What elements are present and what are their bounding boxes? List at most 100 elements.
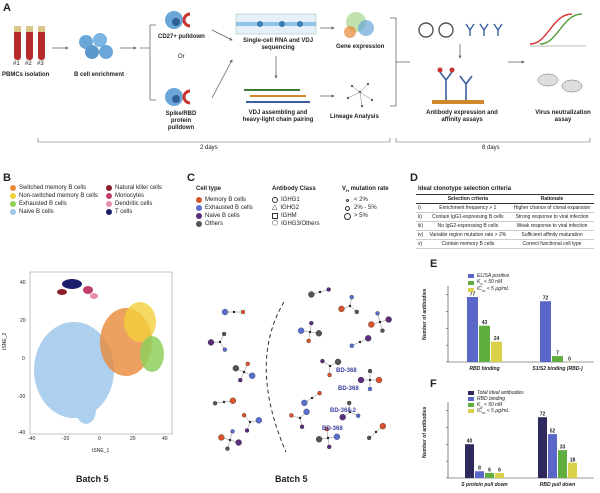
bar-value-label: 24 (494, 336, 500, 342)
legend-item: △ IGHG2 (272, 204, 300, 211)
tsne-cluster-naive (34, 322, 114, 424)
lineage-root-node (232, 310, 236, 314)
bd368-label: BD-368 (338, 386, 359, 392)
bar (475, 471, 484, 478)
panel-c-caption: Batch 5 (275, 474, 308, 484)
table-row: iii) No IgG2-expressing B cells Weak respo… (416, 221, 594, 231)
celltype-legend: Memory B cells Exhausted B cells Naive B… (196, 196, 253, 228)
lineage-node (379, 422, 386, 430)
step-gene-expression: Gene expression (336, 44, 385, 50)
lineage-node (299, 424, 305, 429)
panel-label-f: F (430, 378, 437, 390)
lineage-root-node (326, 436, 330, 440)
table-row: iv) Variable region mutation rate > 2% Suf… (416, 230, 594, 240)
lineage-node (240, 309, 246, 315)
mutation-rate-title: VH mutation rate (342, 186, 389, 194)
lineage-node (221, 331, 227, 337)
circle-small-icon (346, 198, 349, 202)
lineage-node (230, 429, 235, 434)
legend-item: Switched memory B cells (10, 184, 98, 192)
bar-value-label: 8 (478, 466, 481, 472)
lineage-root-node (218, 340, 222, 344)
lineage-node (308, 291, 315, 298)
lineage-root-node (328, 364, 332, 368)
bd368-2-label: BD-368-2 (330, 408, 357, 414)
tsne-xtick: 0 (98, 436, 101, 442)
b-cell-cluster-icon (79, 33, 113, 59)
legend-dot (10, 185, 16, 191)
lineage-node (367, 386, 373, 392)
step-lineage-analysis: Lineage Analysis (330, 114, 379, 120)
bar (558, 450, 567, 478)
timeline-8days-label: 8 days (482, 145, 500, 151)
legend-item: Non-switched memory B cells (10, 192, 98, 200)
step-pbmc-isolation: PBMCs isolation (2, 72, 50, 78)
lineage-node (368, 321, 375, 328)
lineage-node (244, 428, 250, 433)
bar-value-label: 52 (550, 429, 556, 435)
lineage-node (303, 408, 310, 415)
lineage-root-node (228, 438, 232, 442)
lineage-node (225, 446, 230, 451)
timeline-2days-bracket (37, 138, 391, 143)
lineage-node (385, 316, 392, 323)
lineage-node (354, 309, 359, 315)
legend-dot (10, 193, 16, 199)
chart-e-ylabel: Number of antibodies (422, 288, 428, 340)
lineage-node (255, 417, 262, 424)
tsne-ytick: 40 (20, 280, 26, 286)
legend-dot (10, 201, 16, 207)
step-spike-pulldown: Spike/RBD protein pulldown (165, 111, 197, 131)
lineage-node (357, 376, 365, 384)
bar (467, 296, 478, 362)
lineage-root-node (298, 416, 302, 420)
tsne-ytick: -20 (18, 394, 26, 400)
legend-item: Memory B cells (196, 196, 253, 204)
tsne-ytick: 0 (22, 356, 25, 362)
lineage-node (235, 439, 242, 446)
panel-b-legend-right: Natural killer cells Monocytes Dendritic… (106, 184, 162, 216)
legend-item: Natural killer cells (106, 184, 162, 192)
legend-dot (196, 213, 202, 219)
lineage-divider-line (265, 301, 287, 453)
lineage-root-node (374, 430, 378, 434)
cd27-cell-magnet-icon (165, 11, 191, 29)
tsne-ytick: -40 (18, 430, 26, 436)
tsne-cluster-non-switched-memory (124, 302, 156, 342)
lineage-node (289, 413, 294, 418)
legend-item: 2% - 5% (344, 204, 377, 212)
chart-e-legend: ELISA positive KD < 50 nM IC50 < 5 µg/mL (468, 272, 509, 293)
legend-dot (10, 209, 16, 215)
category-label: S protein pull down (461, 482, 507, 488)
tsne-xlabel: tSNE_1 (92, 448, 110, 454)
lineage-node (306, 338, 311, 344)
bar-value-label: 18 (570, 457, 576, 463)
table-row: i) Enrichment frequency > 1 Higher chance … (416, 203, 594, 213)
lineage-node (327, 444, 332, 450)
lineage-node (367, 368, 373, 374)
chart-f-legend: Total ideal antibodies RBD binding KD < … (468, 390, 524, 415)
column-header: Rationale (510, 194, 594, 204)
panel-label-c: C (187, 172, 195, 184)
timeline-8days-bracket (395, 138, 591, 143)
lineage-network (207, 287, 392, 453)
gene-expression-mini-tsne-icon (344, 12, 374, 38)
legend-dot (106, 209, 112, 215)
panel-label-a: A (3, 2, 11, 14)
lineage-node (349, 295, 354, 300)
vdj-assembly-icon (244, 89, 310, 103)
panel-label-d: D (410, 172, 418, 184)
step-virus-neutralization: Virus neutralization assay (535, 110, 591, 123)
panel-label-b: B (3, 172, 11, 184)
lineage-node (245, 361, 250, 366)
lineage-node (315, 330, 323, 337)
lineage-node (356, 413, 361, 418)
lineage-node (309, 320, 314, 326)
lineage-node (222, 347, 228, 352)
step-vdj-assembly: VDJ assembling and heavy-light chain pair… (242, 110, 314, 123)
bar (465, 444, 474, 478)
legend-item: Exhausted B cells (10, 200, 98, 208)
abclass-title: Antibody Class (272, 186, 316, 192)
tsne-cluster-nk (57, 289, 67, 295)
tsne-ylabel: tSNE_2 (2, 332, 8, 350)
